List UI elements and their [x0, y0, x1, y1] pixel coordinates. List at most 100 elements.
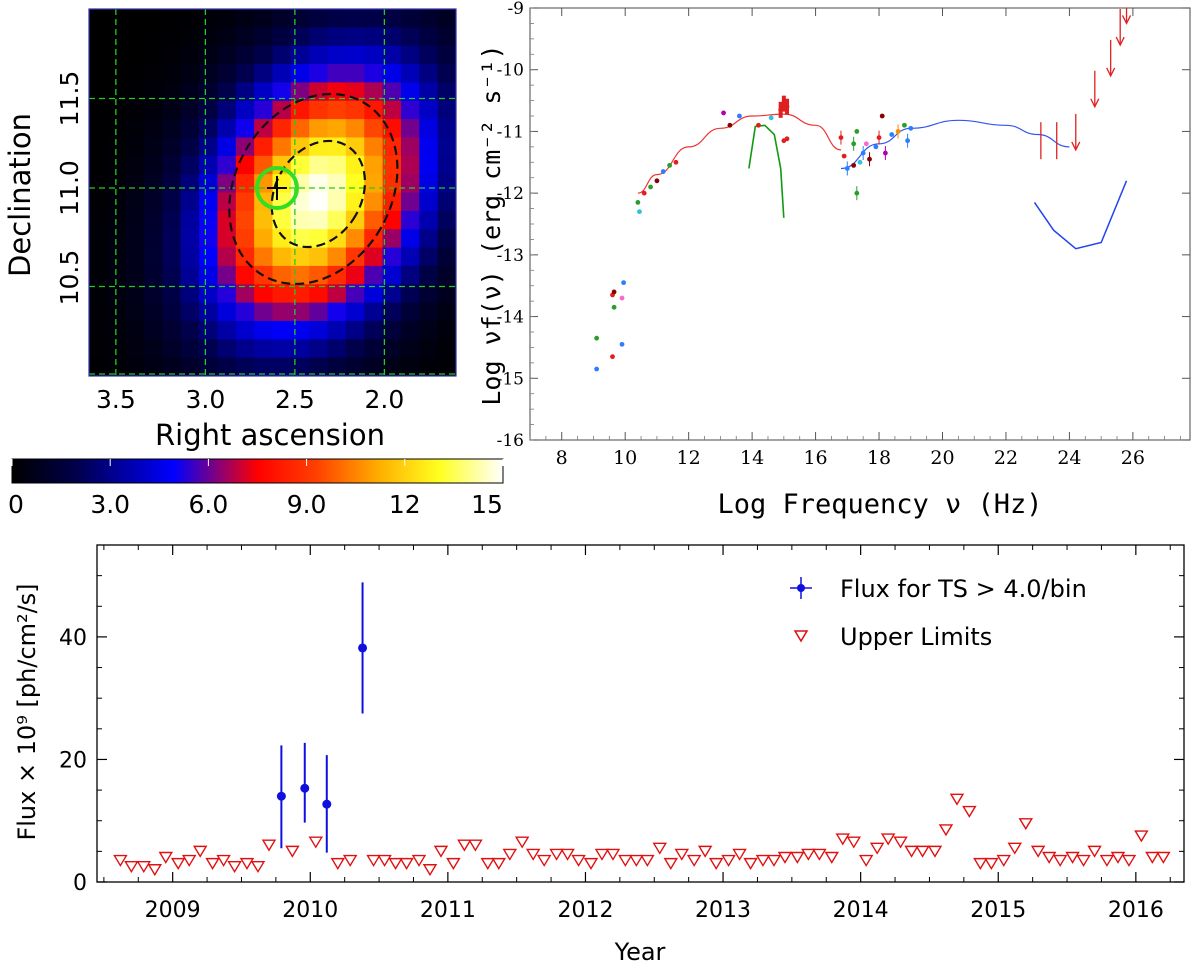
inner-contour: [270, 139, 367, 249]
sed-ticks: 8 10 12 14 16 18 20 22 24 26 -9 -10 -11 -12 -13 -14 -15 -…: [497, 0, 1190, 469]
ts-map-cell: [199, 229, 219, 249]
ts-map-frame: [88, 8, 457, 377]
sed-data-point: [721, 110, 726, 116]
light-curve-x-tick-label: 2014: [833, 898, 889, 923]
ts-map-cell: [89, 100, 108, 120]
upper-limit-marker: [938, 824, 954, 837]
ts-map-cell: [290, 9, 310, 28]
host-galaxy-curve: [748, 124, 785, 218]
ts-map-cell: [107, 119, 127, 139]
ts-map-cell: [217, 82, 237, 102]
ts-map-cell: [217, 210, 237, 230]
ts-map-cell: [290, 357, 310, 376]
legend-upper-limit-marker: [793, 630, 809, 643]
ts-map-cell: [162, 64, 182, 83]
ts-map-cell: [419, 9, 439, 28]
ts-map-cell: [272, 284, 292, 304]
upper-limit-marker: [377, 854, 392, 867]
upper-limit-marker: [181, 854, 197, 867]
ts-map-cell: [217, 100, 237, 120]
ts-map-cell: [400, 320, 420, 340]
sensitivity-curve: [1033, 180, 1128, 250]
sed-x-tick-label: 10: [613, 447, 637, 469]
ts-map-cell: [309, 339, 329, 359]
ts-map-cell: [309, 320, 329, 340]
ts-map-cell: [254, 100, 274, 120]
light-curve-x-tick-label: 2010: [282, 898, 338, 923]
upper-limit-marker: [536, 854, 552, 867]
ts-map-cell: [327, 155, 347, 175]
sed-y-tick-label: -14: [497, 308, 524, 328]
ts-map-cell: [89, 137, 108, 157]
ts-map-cell: [327, 284, 347, 304]
upper-limit-marker: [652, 842, 667, 855]
light-curve-x-tick-label: 2009: [145, 898, 201, 923]
ts-map-cell: [437, 210, 456, 230]
upper-limit-marker: [962, 805, 977, 818]
ts-map-cell: [309, 284, 329, 304]
ts-map-cell: [125, 155, 145, 175]
ts-map-cell: [364, 284, 384, 304]
ts-map-cell: [382, 100, 402, 120]
ts-map-cell: [254, 119, 274, 139]
ts-map-cell: [437, 100, 456, 120]
colorbar: 0 3.0 6.0 9.0 12 15: [8, 458, 504, 519]
sed-data-point: [768, 115, 774, 121]
ts-map-cell: [345, 320, 365, 340]
ts-map-y-tick-label: 10.5: [55, 250, 84, 306]
ts-map-cell: [162, 9, 182, 28]
ts-map-cell: [144, 265, 163, 285]
ts-map-cell: [125, 339, 145, 359]
ts-map-cell: [180, 45, 200, 65]
upper-limit-marker: [1030, 845, 1046, 858]
sed-y-label: Log νf(ν) (erg cm⁻² s⁻¹): [477, 44, 506, 405]
ts-map-cell: [217, 119, 237, 139]
upper-limit-marker: [560, 848, 575, 861]
sed-data-point: [611, 289, 617, 295]
sed-data-point: [610, 354, 615, 360]
sed-data-point: [667, 162, 673, 168]
ts-map-cell: [254, 137, 274, 157]
ts-map-cell: [125, 320, 145, 340]
ts-map-cell: [235, 284, 255, 304]
ts-map-cell: [419, 100, 439, 120]
ts-map-cell: [272, 64, 292, 83]
ts-map-cell: [144, 100, 163, 120]
ts-map-cell: [309, 100, 329, 120]
ts-map-cell: [327, 45, 347, 65]
ts-map-cell: [107, 45, 127, 65]
ts-map-cell: [419, 174, 439, 194]
ts-map-cell: [107, 174, 127, 194]
ts-map-cell: [437, 64, 456, 83]
ts-map-cell: [400, 9, 420, 28]
ts-map-cell: [107, 229, 127, 249]
ts-map-cell: [125, 119, 145, 139]
ts-map-cell: [254, 284, 274, 304]
upper-limit-marker: [1076, 854, 1091, 867]
light-curve-x-tick-label: 2015: [970, 898, 1026, 923]
ts-map-cell: [180, 302, 200, 322]
sed-data-point: [660, 169, 666, 174]
ts-map-cell: [327, 64, 347, 83]
ts-map-cell: [162, 100, 182, 120]
upper-limit-marker: [124, 860, 139, 874]
ts-map-cell: [144, 119, 163, 139]
upper-limit-marker: [594, 848, 610, 861]
ts-map-cell: [382, 9, 402, 28]
ts-map-cell: [400, 45, 420, 65]
upper-limit-marker: [743, 857, 758, 870]
ts-map-cell: [180, 320, 200, 340]
light-curve-legend: Flux for TS > 4.0/bin Upper Limits: [790, 575, 1087, 651]
upper-limit-marker: [147, 864, 163, 877]
upper-limit-marker: [1041, 851, 1057, 864]
ts-map-cell: [345, 137, 365, 157]
ts-map-cell: [217, 192, 237, 212]
ts-map-cell: [419, 339, 439, 359]
ts-map-cell: [162, 265, 182, 285]
upper-limit-marker: [1018, 818, 1034, 831]
ts-map-cell: [89, 82, 108, 102]
sed-points: [594, 8, 1132, 372]
ts-map-cell: [364, 320, 384, 340]
ts-map-cell: [419, 119, 439, 139]
